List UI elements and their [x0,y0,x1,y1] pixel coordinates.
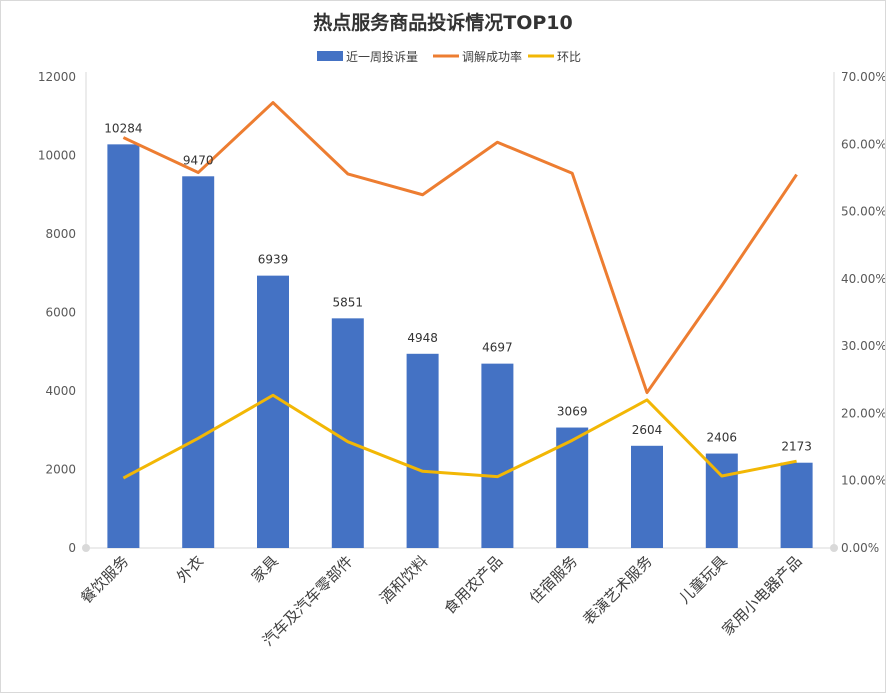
left-axis-origin-dot [82,544,90,552]
y-left-tick-label: 0 [68,541,76,555]
legend-label: 近一周投诉量 [346,49,418,64]
y-left-tick-label: 12000 [38,70,76,84]
bar [182,176,215,549]
bar [257,275,289,548]
x-tick-label: 外衣 [173,552,207,586]
x-tick-label: 家用小电器产品 [718,552,805,639]
bar-value-label: 2173 [781,440,812,454]
y-left-tick-label: 6000 [45,306,76,320]
legend: 近一周投诉量 调解成功率 环比 [317,49,581,64]
y-right-tick-label: 20.00% [841,406,885,420]
y-left-tick-label: 2000 [45,463,76,477]
right-axis-origin-dot [830,544,838,552]
bar-value-label: 2406 [707,431,738,445]
y-right-tick-label: 70.00% [841,70,885,84]
bar-value-label: 4697 [482,341,513,355]
x-tick-label: 酒和饮料 [376,552,431,607]
y-right-tick-label: 0.00% [841,541,879,555]
x-tick-label: 住宿服务 [526,552,581,607]
bar [705,453,738,548]
y-right-tick-label: 10.00% [841,474,885,488]
legend-swatch [317,51,343,61]
y-left-tick-label: 8000 [45,227,76,241]
bar-value-label: 10284 [104,121,142,135]
y-right-tick-label: 60.00% [841,137,885,151]
bar-value-label: 3069 [557,405,588,419]
legend-label: 环比 [557,50,581,64]
bar-value-label: 6939 [258,253,289,267]
bar [556,427,589,548]
bar-series [107,144,813,549]
x-tick-label: 食用农产品 [440,552,506,618]
chart-title: 热点服务商品投诉情况TOP10 [313,11,572,34]
bar-value-label: 5851 [333,295,364,309]
x-tick-label: 家具 [248,552,282,586]
bar-value-label: 4948 [407,331,438,345]
x-tick-label: 儿童玩具 [675,552,730,607]
x-tick-label: 餐饮服务 [77,552,132,607]
line-series [122,101,798,480]
bar [631,445,663,548]
bar [406,353,439,548]
y-right-tick-label: 50.00% [841,205,885,219]
series-line [122,393,797,480]
bar [107,144,140,548]
y-left-tick-label: 4000 [45,384,76,398]
y-right-tick-label: 40.00% [841,272,885,286]
bar [780,462,813,548]
series-line [122,101,798,395]
bar [481,363,514,548]
data-labels: 10284 9470 6939 5851 4948 4697 3069 2604 2406 217… [104,121,812,453]
bar-value-label: 9470 [183,153,214,167]
legend-label: 调解成功率 [462,49,522,64]
bar [331,318,364,548]
y-left-tick-label: 10000 [38,149,76,163]
x-tick-label: 表演艺术服务 [579,552,655,628]
bar-value-label: 2604 [632,423,663,437]
y-right-tick-label: 30.00% [841,339,885,353]
